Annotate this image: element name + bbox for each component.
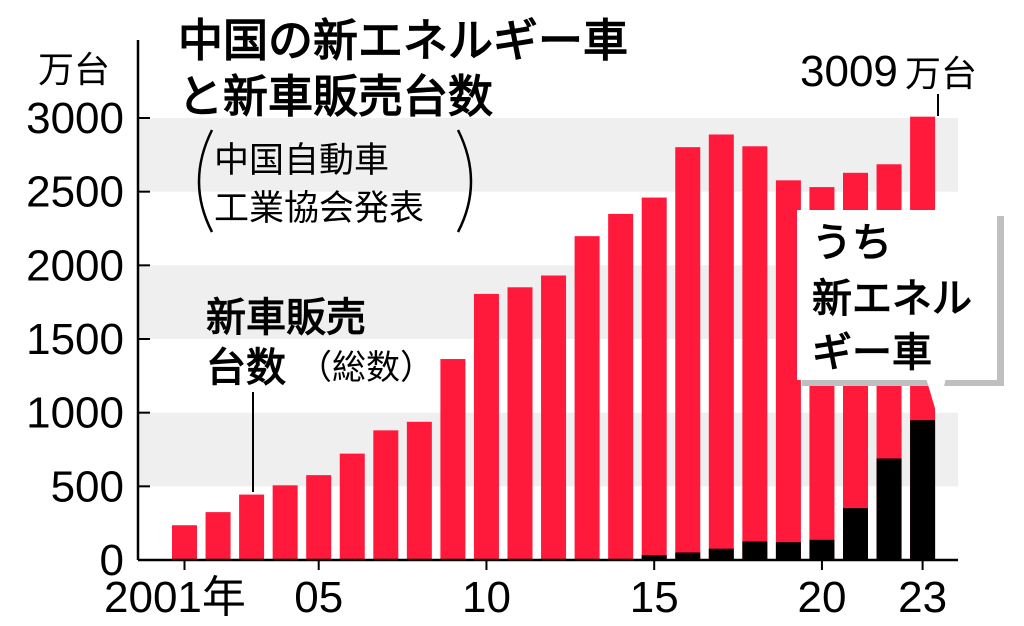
x-tick-label: 23	[898, 573, 947, 622]
nev-label-line1: うち	[812, 220, 892, 266]
bar-total	[172, 525, 197, 560]
nev-callout-box	[797, 210, 997, 380]
bar-total	[205, 512, 231, 560]
bar-nev	[809, 539, 835, 560]
source-right-paren	[456, 129, 473, 233]
bar-total	[239, 494, 265, 560]
x-axis-ticks: 2001年 05 10 15 20 23	[104, 560, 947, 622]
total-label-note: （総数）	[298, 348, 434, 388]
y-tick-label: 0	[100, 536, 124, 585]
x-tick-label: 20	[797, 573, 846, 622]
bar-nev	[910, 420, 936, 560]
bar-nev	[876, 458, 902, 560]
y-tick-label: 2500	[26, 168, 124, 217]
bar-total	[541, 275, 567, 560]
nev-callout-pointer	[926, 378, 946, 415]
peak-unit-label: 万台	[905, 54, 977, 95]
bar-nev	[775, 542, 801, 560]
bar-total	[574, 236, 600, 561]
nev-label-line2: 新エネル	[812, 276, 972, 322]
gridline-band	[138, 118, 958, 192]
bar-total	[272, 485, 298, 560]
bar-total	[373, 430, 399, 560]
source-note-line1: 中国自動車	[214, 141, 389, 181]
bar-total	[775, 180, 801, 560]
axes	[136, 40, 958, 562]
bar-total	[608, 213, 634, 560]
x-tick-label: 05	[294, 573, 343, 622]
total-label-line2: 台数	[206, 345, 286, 391]
y-axis-ticks: 0 500 1000 1500 2000 2500 3000	[26, 94, 150, 585]
bar-nev	[675, 552, 701, 560]
x-tick-label: 2001年	[104, 573, 246, 622]
bar-total	[675, 147, 701, 560]
bar-total	[507, 287, 533, 560]
nev-label-line3: ギー車	[812, 330, 932, 376]
x-tick-label: 15	[630, 573, 679, 622]
y-tick-label: 2000	[26, 241, 124, 290]
y-unit-label: 万台	[38, 50, 110, 91]
bar-total	[742, 146, 768, 560]
y-tick-label: 1000	[26, 389, 124, 438]
y-tick-label: 1500	[26, 315, 124, 364]
chart-title-line2: と新車販売台数	[178, 70, 493, 123]
nev-callout: うち 新エネル ギー車	[797, 210, 1004, 415]
bar-total	[473, 293, 499, 560]
source-left-paren	[197, 129, 214, 233]
total-label-line1: 新車販売	[206, 295, 366, 341]
bar-total	[641, 197, 667, 560]
bar-total	[406, 421, 432, 560]
bar-nev	[843, 508, 868, 560]
bar-nev	[708, 548, 734, 560]
bar-nev	[742, 541, 768, 560]
source-note-line2: 工業協会発表	[214, 189, 424, 229]
y-tick-label: 3000	[26, 94, 124, 143]
bar-total	[440, 359, 466, 560]
x-tick-label: 10	[462, 573, 511, 622]
bar-nev	[641, 555, 667, 560]
chart-title-line1: 中国の新エネルギー車	[178, 14, 628, 67]
peak-value-label: 3009	[800, 47, 898, 96]
y-tick-label: 500	[51, 462, 124, 511]
bar-total	[708, 134, 734, 560]
bar-total	[306, 475, 332, 560]
bar-total	[339, 453, 365, 560]
